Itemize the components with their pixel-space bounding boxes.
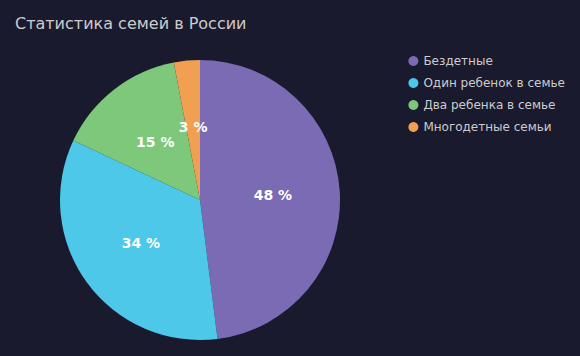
svg-text:Два ребенка в семье: Два ребенка в семье: [423, 98, 555, 112]
svg-text:Статистика семей в России: Статистика семей в России: [15, 14, 246, 33]
svg-text:Один ребенок в семье: Один ребенок в семье: [423, 76, 565, 90]
svg-text:15 %: 15 %: [136, 134, 174, 150]
svg-text:Многодетные семьи: Многодетные семьи: [423, 120, 551, 134]
svg-text:3 %: 3 %: [179, 119, 208, 135]
svg-text:48 %: 48 %: [254, 187, 292, 203]
svg-text:Бездетные: Бездетные: [423, 54, 492, 68]
svg-text:34 %: 34 %: [122, 235, 160, 251]
